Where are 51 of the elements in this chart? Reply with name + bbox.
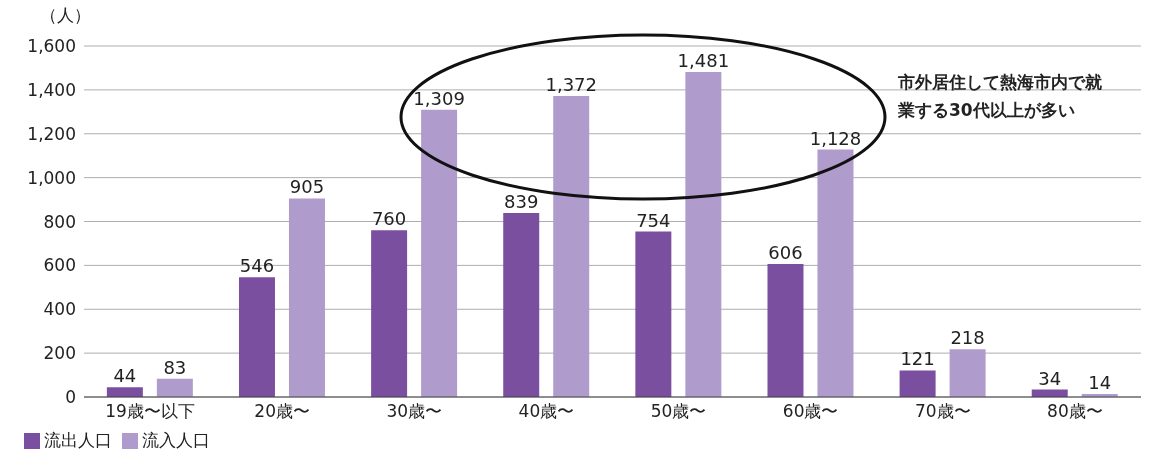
data-label: 760 bbox=[371, 208, 407, 230]
x-tick-label: 80歳〜 bbox=[1047, 401, 1103, 422]
data-label: 121 bbox=[900, 348, 935, 370]
y-axis-title: （人） bbox=[40, 4, 91, 27]
bar bbox=[106, 387, 143, 397]
bar bbox=[156, 378, 193, 397]
bar bbox=[371, 230, 408, 397]
y-tick-label: 600 bbox=[43, 255, 76, 276]
data-label: 1,128 bbox=[809, 127, 862, 149]
x-tick-label: 19歳〜以下 bbox=[105, 401, 195, 422]
bar bbox=[288, 198, 325, 397]
y-tick-label: 1,000 bbox=[27, 167, 76, 188]
data-label: 34 bbox=[1038, 367, 1062, 389]
legend-label: 流出人口 bbox=[44, 430, 112, 450]
y-tick-label: 200 bbox=[43, 343, 76, 364]
x-tick-label: 40歳〜 bbox=[518, 401, 575, 422]
bar bbox=[503, 212, 540, 397]
bar bbox=[817, 149, 854, 397]
bar bbox=[767, 264, 804, 397]
data-label: 754 bbox=[636, 209, 671, 231]
x-tick-label: 50歳〜 bbox=[650, 401, 707, 422]
data-label: 14 bbox=[1088, 371, 1112, 393]
x-tick-label: 60歳〜 bbox=[782, 401, 839, 422]
x-tick-label: 30歳〜 bbox=[386, 401, 443, 422]
bar bbox=[899, 370, 936, 397]
data-label: 83 bbox=[163, 356, 187, 378]
legend-label: 流入人口 bbox=[142, 430, 210, 450]
bar bbox=[635, 231, 672, 397]
data-label: 839 bbox=[504, 190, 539, 212]
x-tick-label: 20歳〜 bbox=[254, 401, 311, 422]
y-tick-label: 1,400 bbox=[27, 79, 76, 100]
y-tick-label: 400 bbox=[43, 299, 76, 320]
data-label: 905 bbox=[289, 176, 325, 198]
y-tick-label: 0 bbox=[65, 387, 76, 408]
annotation: 市外居住して熱海市内で就業する30代以上が多い bbox=[898, 71, 1103, 122]
y-tick-label: 1,200 bbox=[27, 123, 76, 144]
data-label: 546 bbox=[239, 255, 275, 277]
bar bbox=[238, 277, 275, 397]
bar bbox=[949, 349, 986, 397]
y-tick-label: 1,600 bbox=[27, 36, 76, 57]
data-label: 218 bbox=[950, 327, 985, 349]
data-label: 44 bbox=[113, 365, 137, 387]
data-label: 1,309 bbox=[413, 87, 465, 109]
data-label: 606 bbox=[768, 242, 803, 264]
y-tick-label: 800 bbox=[43, 211, 76, 232]
bar bbox=[553, 96, 590, 397]
bar bbox=[421, 109, 458, 397]
data-label: 1,372 bbox=[545, 74, 597, 96]
bar bbox=[685, 72, 722, 397]
data-label: 1,481 bbox=[677, 50, 730, 72]
x-tick-label: 70歳〜 bbox=[914, 401, 971, 422]
